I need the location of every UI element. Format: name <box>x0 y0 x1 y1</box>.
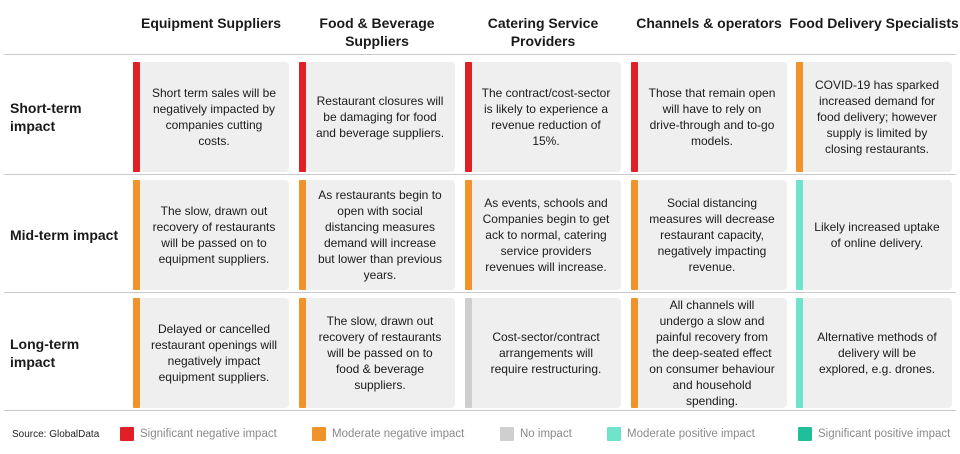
impact-description: Social distancing measures will decrease… <box>649 196 775 274</box>
impact-cell: Short term sales will be negatively impa… <box>133 62 289 172</box>
row-divider <box>4 54 956 55</box>
legend-swatch <box>120 427 134 441</box>
column-header: Catering Service Providers <box>487 15 599 49</box>
legend-swatch <box>798 427 812 441</box>
impact-indicator-bar <box>796 298 803 408</box>
impact-description: As restaurants begin to open with social… <box>317 188 443 282</box>
impact-description: Restaurant closures will be damaging for… <box>315 94 445 140</box>
impact-cell: Social distancing measures will decrease… <box>631 180 787 290</box>
impact-cell: Restaurant closures will be damaging for… <box>299 62 455 172</box>
impact-cell: Likely increased uptake of online delive… <box>796 180 952 290</box>
column-header: Food & Beverage Suppliers <box>319 15 435 49</box>
row-divider <box>4 174 956 175</box>
impact-indicator-bar <box>631 298 638 408</box>
legend-label: Moderate negative impact <box>332 428 465 440</box>
legend-label: Significant negative impact <box>140 428 277 440</box>
impact-indicator-bar <box>465 180 472 290</box>
impact-indicator-bar <box>796 180 803 290</box>
column-header: Channels & operators <box>636 15 782 31</box>
impact-cell: The slow, drawn out recovery of restaura… <box>299 298 455 408</box>
impact-indicator-bar <box>133 62 140 172</box>
impact-cell: As events, schools and Companies begin t… <box>465 180 621 290</box>
impact-description: Those that remain open will have to rely… <box>648 86 776 148</box>
impact-description: Short term sales will be negatively impa… <box>151 86 277 148</box>
impact-indicator-bar <box>299 62 306 172</box>
legend-item: Moderate negative impact <box>312 427 464 441</box>
impact-description: Delayed or cancelled restaurant openings… <box>150 322 278 384</box>
impact-indicator-bar <box>299 180 306 290</box>
legend-item: Significant positive impact <box>798 427 950 441</box>
row-divider <box>4 410 956 411</box>
impact-cell: Delayed or cancelled restaurant openings… <box>133 298 289 408</box>
impact-indicator-bar <box>465 62 472 172</box>
source-note: Source: GlobalData <box>12 429 100 440</box>
legend-label: No impact <box>520 428 572 440</box>
row-header: Short-term impact <box>10 100 82 134</box>
impact-indicator-bar <box>133 180 140 290</box>
impact-indicator-bar <box>796 62 803 172</box>
legend-swatch <box>607 427 621 441</box>
legend-item: No impact <box>500 427 572 441</box>
legend-label: Significant positive impact <box>818 428 951 440</box>
impact-indicator-bar <box>299 298 306 408</box>
legend-label: Moderate positive impact <box>627 428 755 440</box>
row-header: Mid-term impact <box>10 227 119 243</box>
impact-cell: All channels will undergo a slow and pai… <box>631 298 787 408</box>
impact-description: The contract/cost-sector is likely to ex… <box>481 86 611 148</box>
impact-description: COVID-19 has sparked increased demand fo… <box>814 78 940 156</box>
legend-item: Significant negative impact <box>120 427 277 441</box>
column-header: Equipment Suppliers <box>140 15 281 31</box>
impact-description: The slow, drawn out recovery of restaura… <box>318 314 442 392</box>
impact-cell: Those that remain open will have to rely… <box>631 62 787 172</box>
row-header: Long-term impact <box>10 336 80 370</box>
legend-swatch <box>312 427 326 441</box>
impact-cell: The slow, drawn out recovery of restaura… <box>133 180 289 290</box>
row-divider <box>4 292 956 293</box>
impact-description: Alternative methods of delivery will be … <box>817 330 937 376</box>
impact-cell: The contract/cost-sector is likely to ex… <box>465 62 621 172</box>
column-header: Food Delivery Specialists <box>789 15 959 31</box>
impact-description: As events, schools and Companies begin t… <box>482 196 610 274</box>
impact-indicator-bar <box>631 180 638 290</box>
impact-cell: Cost-sector/contract arrangements will r… <box>465 298 621 408</box>
legend-item: Moderate positive impact <box>607 427 755 441</box>
impact-cell: Alternative methods of delivery will be … <box>796 298 952 408</box>
impact-description: Cost-sector/contract arrangements will r… <box>490 330 602 376</box>
impact-description: The slow, drawn out recovery of restaura… <box>152 204 276 266</box>
impact-description: Likely increased uptake of online delive… <box>814 220 940 250</box>
impact-indicator-bar <box>465 298 472 408</box>
impact-indicator-bar <box>631 62 638 172</box>
impact-cell: COVID-19 has sparked increased demand fo… <box>796 62 952 172</box>
impact-description: All channels will undergo a slow and pai… <box>649 298 775 408</box>
impact-indicator-bar <box>133 298 140 408</box>
legend-swatch <box>500 427 514 441</box>
impact-cell: As restaurants begin to open with social… <box>299 180 455 290</box>
